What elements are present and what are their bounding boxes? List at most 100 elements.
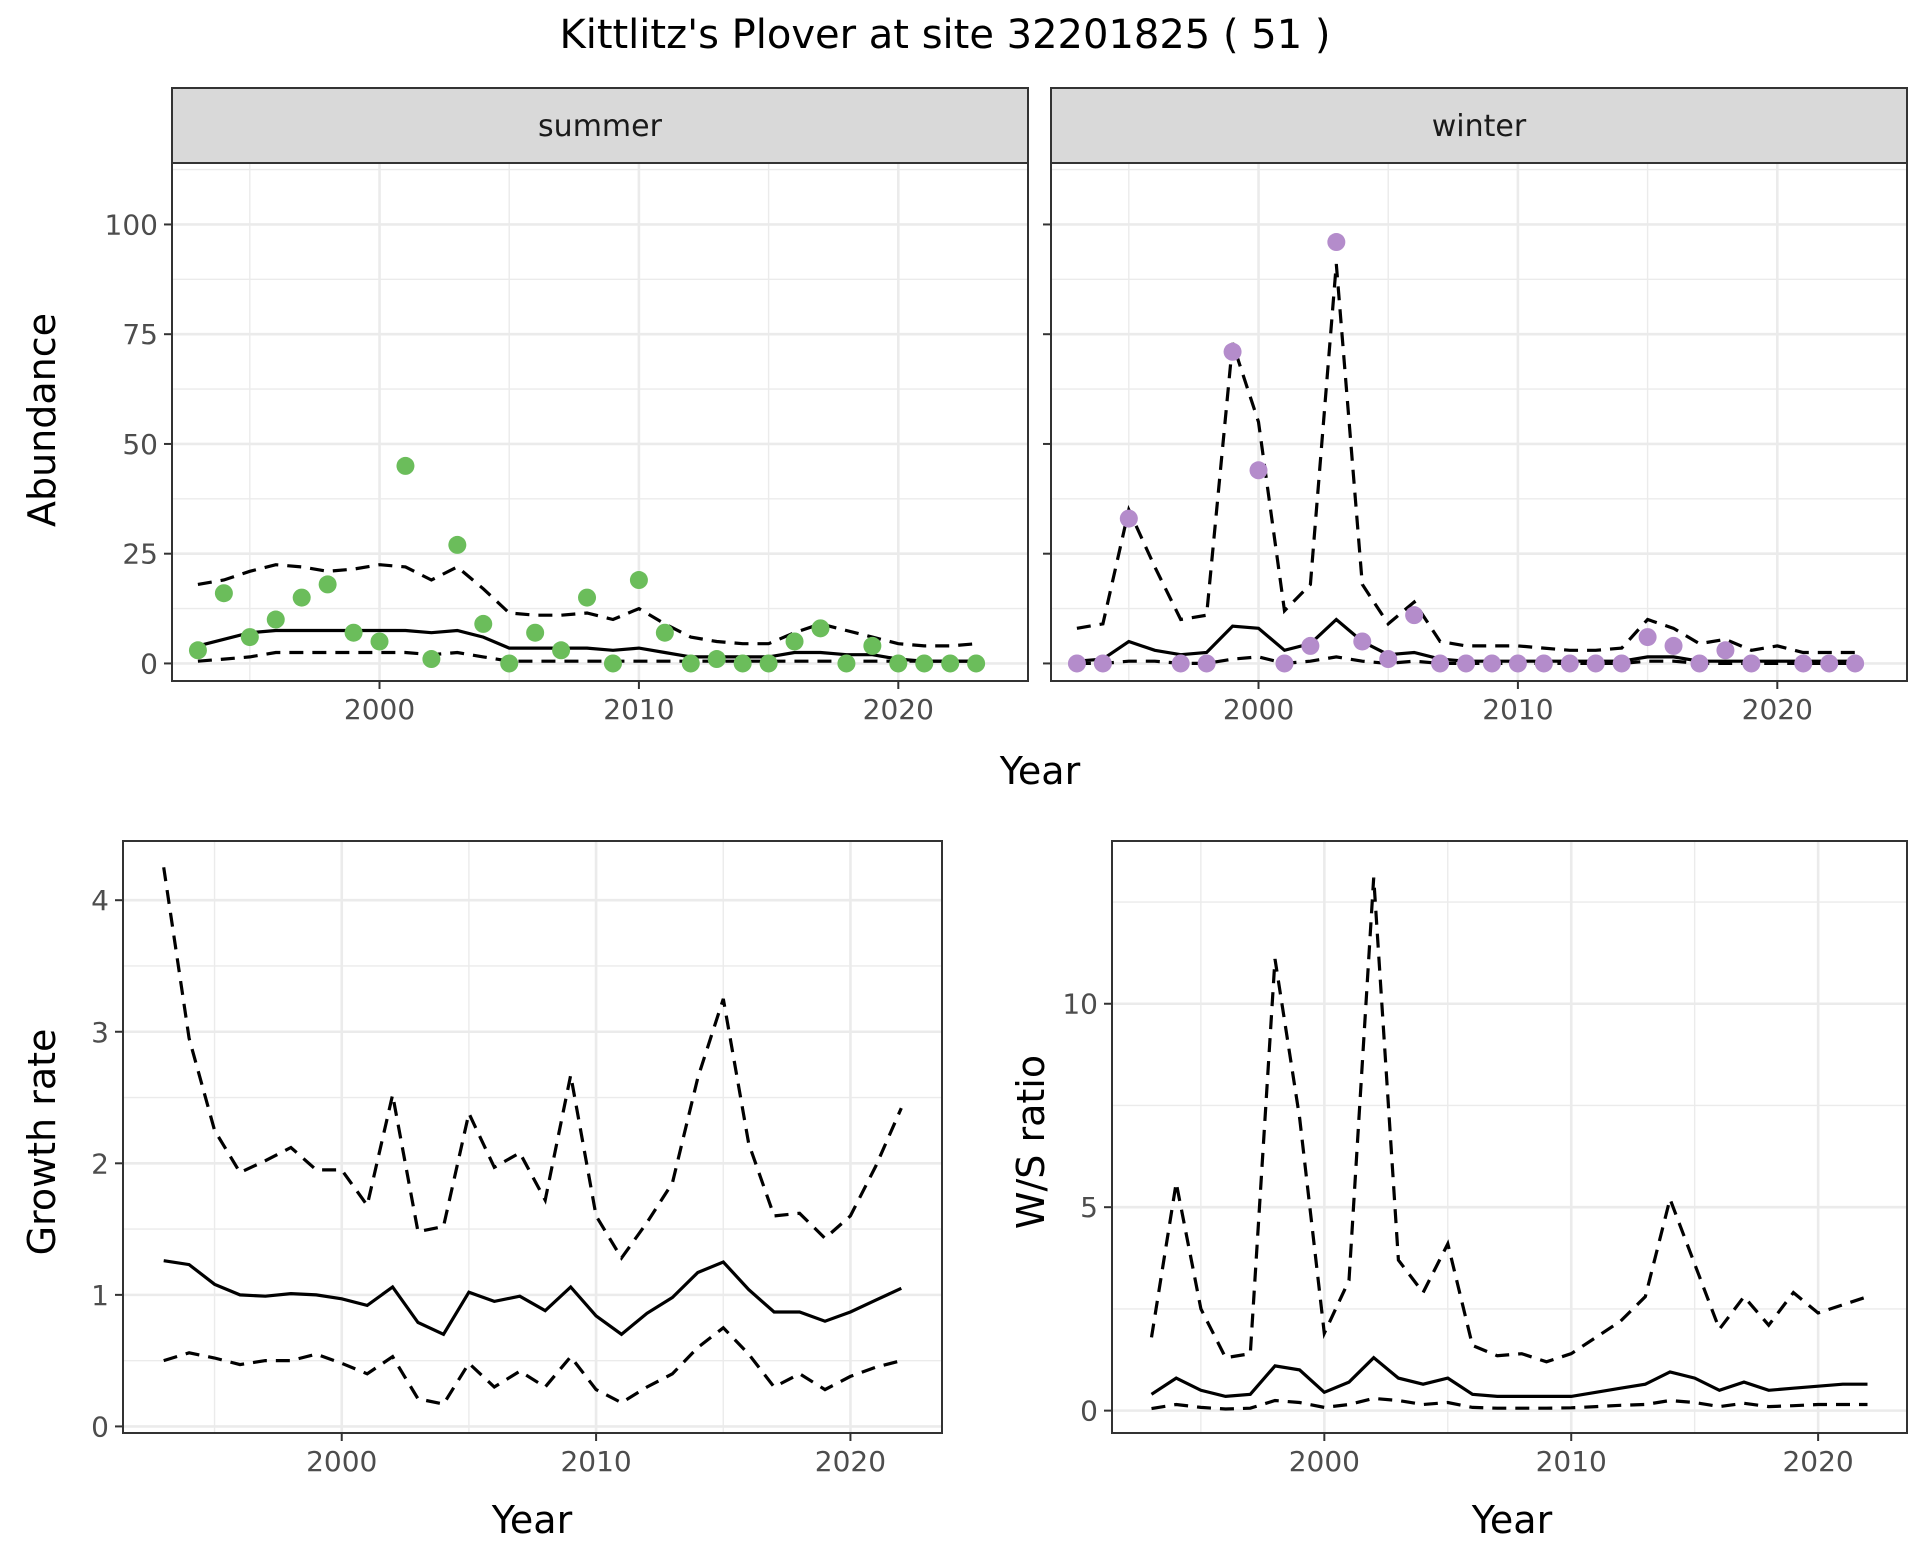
data-point — [733, 654, 752, 673]
x-tick-label: 2000 — [1223, 693, 1294, 726]
data-point — [629, 571, 648, 590]
data-point — [1508, 654, 1527, 673]
y-tick-label: 75 — [122, 318, 158, 351]
strip-summer — [171, 87, 1029, 164]
data-point — [759, 654, 778, 673]
y-tick-label: 0 — [1080, 1395, 1098, 1428]
data-point — [811, 619, 830, 638]
data-point — [1716, 641, 1735, 660]
panel-border — [122, 840, 943, 1434]
x-axis-label-ws-ratio: Year — [1471, 1498, 1553, 1542]
data-point — [1301, 636, 1320, 655]
y-tick-label: 0 — [140, 647, 158, 680]
data-point — [344, 623, 363, 642]
data-point — [1457, 654, 1476, 673]
data-point — [422, 650, 441, 669]
data-point — [1846, 654, 1865, 673]
x-tick-label: 2010 — [1536, 1445, 1607, 1478]
x-tick-label: 2020 — [1782, 1445, 1853, 1478]
data-point — [188, 641, 207, 660]
data-point — [1560, 654, 1579, 673]
data-point — [318, 575, 337, 594]
data-point — [526, 623, 545, 642]
data-point — [1794, 654, 1813, 673]
data-point — [681, 654, 700, 673]
dashed-line-1 — [197, 563, 977, 648]
data-point — [1223, 342, 1242, 361]
data-point — [396, 456, 415, 475]
data-point — [889, 654, 908, 673]
data-point — [500, 654, 519, 673]
data-point — [1405, 606, 1424, 625]
data-point — [240, 628, 259, 647]
dashed-line-2 — [1151, 1396, 1868, 1411]
data-point — [603, 654, 622, 673]
plot-area-growth-rate: 2000 2010 2020 0 1 2 3 4 — [91, 840, 943, 1478]
data-point — [707, 650, 726, 669]
panel-winter: winter 2000 2010 2020 — [1043, 87, 1908, 726]
data-point — [1249, 461, 1268, 480]
data-point — [1690, 654, 1709, 673]
data-point — [1067, 654, 1086, 673]
x-axis-label-growth-rate: Year — [491, 1498, 573, 1542]
data-point — [474, 614, 493, 633]
data-point — [785, 632, 804, 651]
data-point — [578, 588, 597, 607]
panel-border — [1111, 840, 1908, 1434]
data-point — [214, 584, 233, 603]
data-point — [1638, 628, 1657, 647]
y-tick-label: 25 — [122, 538, 158, 571]
x-tick-label: 2010 — [1482, 693, 1553, 726]
plot-area-winter: 2000 2010 2020 — [1043, 162, 1908, 726]
data-point — [1820, 654, 1839, 673]
x-tick-label: 2020 — [1742, 693, 1813, 726]
dashed-line-1 — [162, 867, 903, 1261]
panel-border — [171, 162, 1029, 682]
data-point — [1327, 233, 1346, 252]
y-tick-label: 1 — [91, 1279, 109, 1312]
data-point — [655, 623, 674, 642]
data-point — [1742, 654, 1761, 673]
data-point — [266, 610, 285, 629]
data-point — [1431, 654, 1450, 673]
y-axis-label-ws-ratio: W/S ratio — [1009, 1055, 1053, 1229]
y-tick-label: 50 — [122, 428, 158, 461]
panel-summer: summer 2000 2010 2020 0 25 50 75 100 — [105, 87, 1029, 726]
x-tick-label: 2000 — [1289, 1445, 1360, 1478]
data-point — [1612, 654, 1631, 673]
x-axis-label-top: Year — [999, 749, 1081, 793]
data-point — [1171, 654, 1190, 673]
strip-label-summer: summer — [538, 109, 663, 144]
data-point — [1093, 654, 1112, 673]
panel-ws-ratio: 2000 2010 2020 0 5 10 — [1062, 840, 1908, 1478]
panel-border — [1050, 162, 1908, 682]
data-point — [837, 654, 856, 673]
data-point — [863, 636, 882, 655]
data-point — [1275, 654, 1294, 673]
data-point — [292, 588, 311, 607]
y-axis-label-growth-rate: Growth rate — [20, 1029, 64, 1256]
plot-area-summer: 2000 2010 2020 0 25 50 75 100 — [105, 162, 1029, 726]
y-tick-label: 5 — [1080, 1191, 1098, 1224]
x-tick-label: 2010 — [560, 1445, 631, 1478]
data-point — [448, 535, 467, 554]
data-point — [1664, 636, 1683, 655]
data-point — [1482, 654, 1501, 673]
x-tick-label: 2010 — [603, 693, 674, 726]
chart-title: Kittlitz's Plover at site 32201825 ( 51 … — [559, 12, 1330, 58]
data-point — [552, 641, 571, 660]
solid-line-0 — [163, 1259, 902, 1337]
dashed-line-2 — [163, 1325, 902, 1406]
data-point — [1379, 650, 1398, 669]
x-tick-label: 2000 — [344, 693, 415, 726]
plot-area-ws-ratio: 2000 2010 2020 0 5 10 — [1062, 840, 1908, 1478]
y-tick-label: 0 — [91, 1410, 109, 1443]
y-tick-label: 3 — [91, 1016, 109, 1049]
data-point — [941, 654, 960, 673]
data-point — [1586, 654, 1605, 673]
x-tick-label: 2020 — [815, 1445, 886, 1478]
y-axis-label-abundance: Abundance — [20, 313, 64, 527]
solid-line-0 — [1150, 1355, 1868, 1399]
panel-growth-rate: 2000 2010 2020 0 1 2 3 4 — [91, 840, 943, 1478]
